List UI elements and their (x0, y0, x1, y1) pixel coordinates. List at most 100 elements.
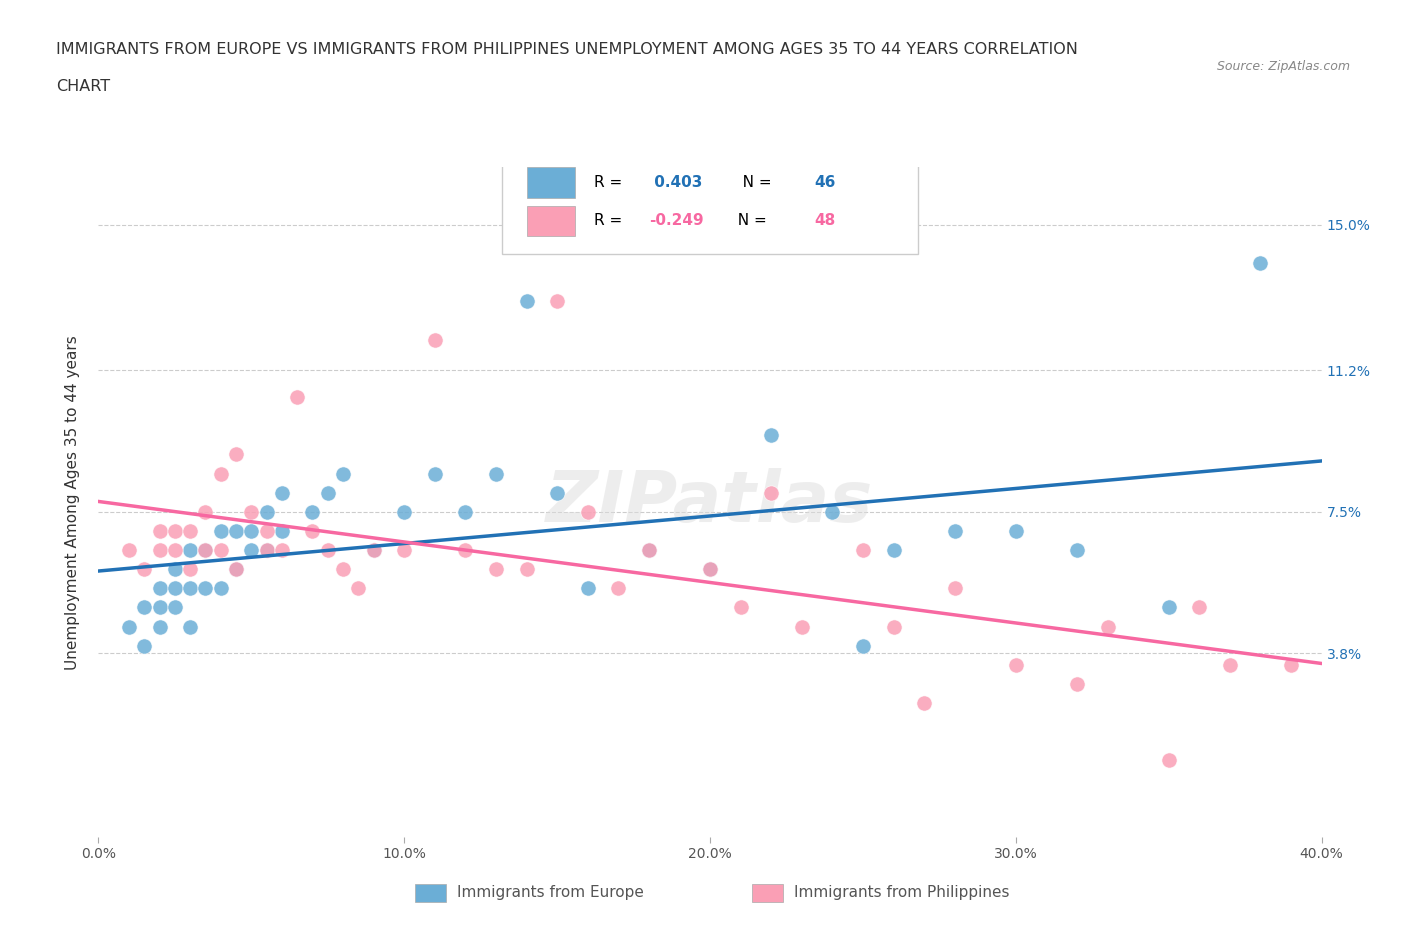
Point (179, 619, 201, 634)
Text: Immigrants from Europe: Immigrants from Europe (457, 885, 644, 900)
Point (546, 294, 568, 309)
Point (194, 504, 217, 519)
Point (821, 504, 844, 519)
Point (194, 581, 217, 596)
Point (607, 581, 630, 596)
Point (209, 542, 232, 557)
Text: N =: N = (728, 214, 772, 229)
Point (240, 504, 263, 519)
Point (1249, 256, 1271, 271)
Point (301, 524, 323, 538)
Point (209, 581, 232, 596)
Text: N =: N = (728, 175, 778, 190)
Point (118, 542, 141, 557)
Point (454, 542, 477, 557)
Text: Immigrants from Philippines: Immigrants from Philippines (794, 885, 1010, 900)
Point (699, 562, 721, 577)
Point (485, 466, 508, 481)
Text: -0.249: -0.249 (650, 214, 703, 229)
Point (1188, 600, 1211, 615)
Point (392, 504, 416, 519)
Text: R =: R = (593, 175, 627, 190)
Point (883, 619, 905, 634)
Point (240, 542, 263, 557)
Point (134, 600, 156, 615)
Point (852, 542, 875, 557)
Point (256, 542, 278, 557)
Point (1066, 676, 1088, 691)
Point (209, 524, 232, 538)
Point (316, 542, 339, 557)
Point (149, 600, 172, 615)
Point (1066, 542, 1088, 557)
FancyBboxPatch shape (527, 167, 575, 197)
Point (576, 504, 599, 519)
Point (637, 542, 661, 557)
Point (163, 600, 186, 615)
Point (163, 524, 186, 538)
Point (163, 562, 186, 577)
Point (363, 542, 385, 557)
Text: 48: 48 (814, 214, 835, 229)
Point (163, 542, 186, 557)
Point (1157, 753, 1180, 768)
Point (546, 485, 568, 500)
Point (912, 696, 935, 711)
Point (179, 542, 201, 557)
Point (209, 466, 232, 481)
Point (852, 638, 875, 653)
Point (225, 447, 247, 462)
Point (256, 524, 278, 538)
Y-axis label: Unemployment Among Ages 35 to 44 years: Unemployment Among Ages 35 to 44 years (65, 335, 80, 670)
Point (225, 524, 247, 538)
Point (301, 504, 323, 519)
Point (347, 581, 370, 596)
Point (149, 581, 172, 596)
FancyBboxPatch shape (502, 147, 918, 255)
Point (225, 562, 247, 577)
Text: 46: 46 (814, 175, 835, 190)
Point (194, 542, 217, 557)
Point (392, 542, 416, 557)
Text: Source: ZipAtlas.com: Source: ZipAtlas.com (1216, 60, 1350, 73)
Point (790, 619, 813, 634)
Point (270, 524, 292, 538)
Point (423, 332, 446, 347)
Point (1279, 658, 1302, 672)
Text: CHART: CHART (56, 79, 110, 94)
Point (332, 562, 354, 577)
Point (179, 562, 201, 577)
Point (485, 562, 508, 577)
Point (516, 294, 538, 309)
Point (149, 542, 172, 557)
Point (637, 542, 661, 557)
Point (194, 542, 217, 557)
Point (240, 524, 263, 538)
Point (883, 542, 905, 557)
Point (179, 581, 201, 596)
Point (332, 466, 354, 481)
Point (363, 542, 385, 557)
Point (454, 504, 477, 519)
Point (225, 562, 247, 577)
FancyBboxPatch shape (527, 206, 575, 235)
Point (316, 485, 339, 500)
Text: R =: R = (593, 214, 627, 229)
Point (118, 619, 141, 634)
Point (576, 581, 599, 596)
Point (270, 542, 292, 557)
Point (134, 562, 156, 577)
Text: ZIPatlas: ZIPatlas (547, 468, 873, 537)
Point (179, 524, 201, 538)
Point (285, 390, 308, 405)
Point (1004, 658, 1026, 672)
Point (1097, 619, 1119, 634)
Point (943, 581, 966, 596)
Point (163, 581, 186, 596)
Point (730, 600, 752, 615)
Point (149, 619, 172, 634)
Point (134, 638, 156, 653)
Point (943, 524, 966, 538)
Point (1219, 658, 1241, 672)
Point (149, 524, 172, 538)
